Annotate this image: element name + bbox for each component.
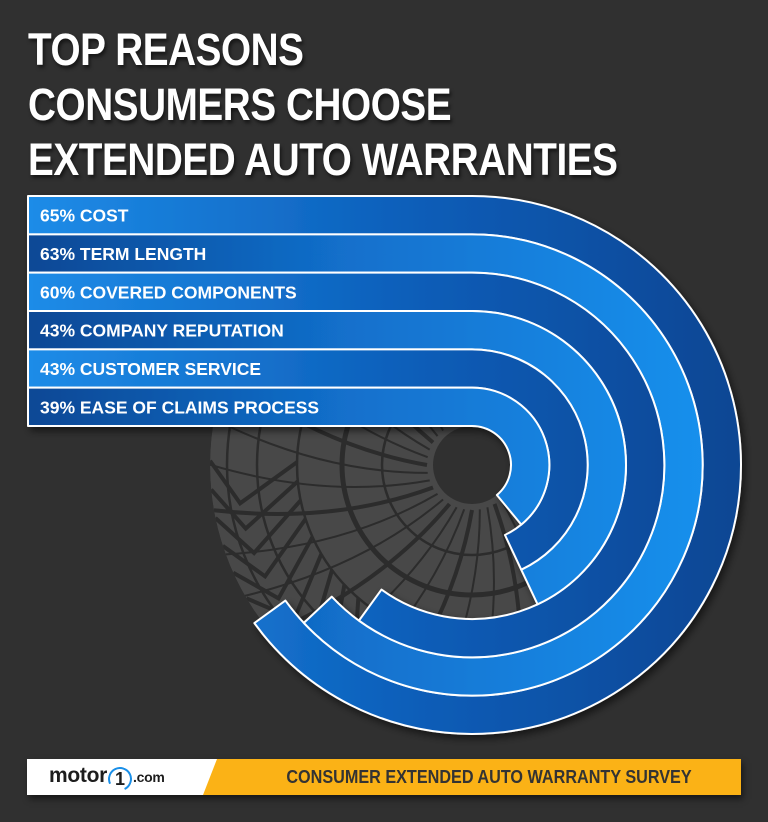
title-line-3: EXTENDED AUTO WARRANTIES: [28, 134, 618, 185]
logo-ring-icon: 1: [104, 763, 136, 795]
logo-box: motor 1 .com: [27, 759, 217, 795]
bar-label: 43% CUSTOMER SERVICE: [40, 359, 261, 379]
bar-ease-of-claims-process: [27, 386, 551, 526]
chart-labels: 65% COST 63% TERM LENGTH 60% COVERED COMPO…: [40, 206, 319, 418]
motor1-logo[interactable]: motor 1 .com: [49, 763, 165, 795]
bar-label: 63% TERM LENGTH: [40, 244, 206, 264]
chart-bands: [27, 195, 742, 735]
survey-title: CONSUMER EXTENDED AUTO WARRANTY SURVEY: [286, 767, 692, 787]
footer-banner: motor 1 .com CONSUMER EXTENDED AUTO WARRAN…: [27, 759, 741, 795]
bar-label: 65% COST: [40, 206, 129, 226]
title-line-2: CONSUMERS CHOOSE: [28, 79, 452, 130]
page-title: TOP REASONS CONSUMERS CHOOSE EXTENDED AU…: [28, 22, 618, 187]
bar-label: 43% COMPANY REPUTATION: [40, 321, 284, 341]
bar-label: 39% EASE OF CLAIMS PROCESS: [40, 397, 319, 417]
title-line-1: TOP REASONS: [28, 24, 304, 75]
bar-label: 60% COVERED COMPONENTS: [40, 282, 297, 302]
